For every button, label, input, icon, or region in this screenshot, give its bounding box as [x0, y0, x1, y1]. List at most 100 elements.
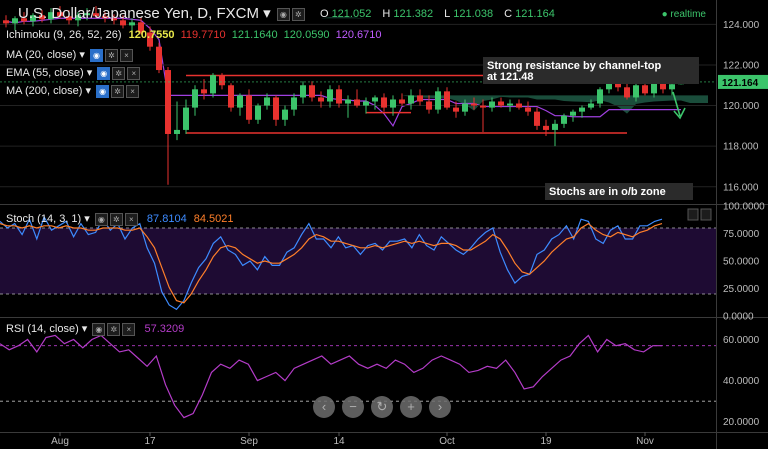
reset-button[interactable]: ↻	[371, 396, 393, 418]
candle-body	[165, 70, 171, 134]
candle-body	[669, 84, 675, 90]
candle-body	[327, 89, 333, 102]
candle-body	[192, 89, 198, 108]
eye-icon: ◉	[97, 66, 111, 80]
eye-icon: ◉	[89, 48, 103, 62]
candle	[264, 93, 270, 110]
candle-body	[471, 103, 477, 106]
delete-icon: ×	[126, 84, 140, 98]
candle	[156, 42, 162, 74]
candle	[408, 89, 414, 110]
candle	[57, 6, 63, 19]
candle-body	[498, 101, 504, 106]
candle-body	[354, 99, 360, 106]
candle-body	[219, 75, 225, 86]
candle-body	[111, 18, 117, 21]
legend-ema55[interactable]: EMA (55, close) ▾ ◉ ✲ ×	[6, 66, 141, 80]
candle	[435, 87, 441, 114]
candle	[381, 93, 387, 112]
eye-icon: ◉	[92, 322, 106, 336]
candle	[417, 89, 423, 106]
candle	[426, 95, 432, 114]
legend-ma200[interactable]: MA (200, close) ▾ ◉ ✲ ×	[6, 84, 140, 98]
scroll-up-icon	[687, 208, 699, 221]
candle-body	[642, 85, 648, 94]
candle-body	[309, 85, 315, 98]
candle-body	[228, 85, 234, 108]
candle-body	[489, 101, 495, 108]
candle-body	[48, 12, 54, 20]
annotation-resistance-line1: Strong resistance by channel-top	[487, 60, 661, 72]
price-tick-label: 120.000	[723, 101, 760, 112]
candle	[30, 13, 36, 27]
candle	[174, 101, 180, 141]
candle-body	[318, 97, 324, 102]
candle-body	[570, 111, 576, 116]
candle	[129, 18, 135, 33]
scroll-left-button[interactable]: ‹	[313, 396, 335, 418]
last-price-label: 121.164	[722, 78, 759, 89]
candle-body	[30, 15, 36, 22]
candle-body	[543, 125, 549, 130]
scroll-right-button[interactable]: ›	[429, 396, 451, 418]
candle	[489, 97, 495, 112]
price-tick-label: 124.000	[723, 20, 760, 31]
oscillator-tick-label: 40.0000	[723, 376, 760, 387]
candle-body	[516, 103, 522, 108]
candle-body	[138, 22, 144, 33]
legend-rsi[interactable]: RSI (14, close) ▾ ◉ ✲ × 57.3209	[6, 322, 185, 336]
candle	[633, 81, 639, 102]
candle	[237, 93, 243, 116]
chart-title[interactable]: U.S. Dollar/Japanese Yen, D, FXCM ▾ ◉ ✲	[18, 4, 305, 22]
candle-body	[579, 107, 585, 112]
time-tick-label: Nov	[636, 436, 654, 447]
candle-body	[534, 111, 540, 126]
legend-stoch[interactable]: Stoch (14, 3, 1) ▾ ◉ ✲ × 87.8104 84.5021	[6, 212, 234, 226]
eye-icon: ◉	[96, 84, 110, 98]
legend-ma20[interactable]: MA (20, close) ▾ ◉ ✲ ×	[6, 48, 133, 62]
candle	[138, 17, 144, 35]
legend-ichimoku[interactable]: Ichimoku (9, 26, 52, 26) 120.7550 119.77…	[6, 29, 382, 41]
rsi-value: 57.3209	[144, 323, 185, 335]
candle	[372, 95, 378, 110]
candle-body	[120, 20, 126, 26]
time-tick-label: 19	[540, 436, 552, 447]
candle	[21, 12, 27, 25]
zoom-in-button[interactable]: +	[400, 396, 422, 418]
candle	[228, 83, 234, 112]
candle-body	[480, 105, 486, 108]
candle-body	[84, 13, 90, 16]
oscillator-tick-label: 75.0000	[723, 229, 760, 240]
candle	[84, 8, 90, 21]
candle-body	[525, 107, 531, 112]
price-tick-label: 122.000	[723, 60, 760, 71]
candle-body	[390, 99, 396, 108]
candle-body	[174, 129, 180, 134]
delete-icon: ×	[124, 212, 138, 226]
candle	[345, 95, 351, 118]
open-value: 121.052	[331, 8, 372, 20]
eye-icon: ◉	[276, 7, 290, 21]
price-tick-label: 118.000	[723, 142, 759, 153]
candle-body	[453, 107, 459, 112]
zoom-out-button[interactable]: −	[342, 396, 364, 418]
candle-body	[561, 115, 567, 124]
candle	[318, 91, 324, 108]
candle	[336, 85, 342, 108]
scroll-down-icon	[700, 208, 712, 221]
candle	[48, 8, 54, 24]
rsi-line	[0, 334, 662, 419]
candle	[507, 99, 513, 112]
down-arrow-icon	[672, 91, 686, 120]
symbol-title: U.S. Dollar/Japanese Yen, D, FXCM	[18, 5, 259, 22]
candle-body	[156, 46, 162, 71]
candle	[390, 95, 396, 116]
high-value: 121.382	[393, 8, 434, 20]
candle-body	[399, 99, 405, 104]
candle-body	[264, 97, 270, 106]
oscillator-tick-label: 20.0000	[723, 417, 760, 428]
candle	[588, 99, 594, 110]
candle-body	[129, 22, 135, 26]
time-tick-label: 17	[144, 436, 156, 447]
